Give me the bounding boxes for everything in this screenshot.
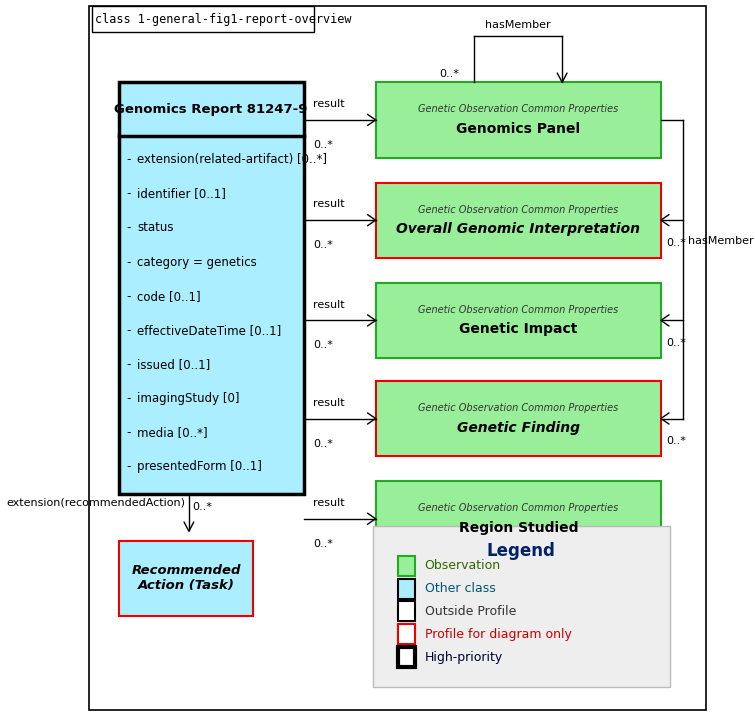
Bar <box>119 541 254 616</box>
Text: issued [0..1]: issued [0..1] <box>137 358 211 371</box>
Text: Genetic Observation Common Properties: Genetic Observation Common Properties <box>418 305 618 315</box>
Text: result: result <box>313 398 344 408</box>
Bar <box>372 526 670 687</box>
Text: identifier [0..1]: identifier [0..1] <box>137 188 226 200</box>
Text: -: - <box>126 256 131 268</box>
Text: Genomics Panel: Genomics Panel <box>456 122 581 136</box>
Bar <box>398 556 415 576</box>
Text: Outside Profile: Outside Profile <box>424 605 516 618</box>
Text: code [0..1]: code [0..1] <box>137 290 201 303</box>
Text: result: result <box>313 100 344 110</box>
Bar <box>398 647 415 667</box>
Bar <box>398 624 415 644</box>
Text: -: - <box>126 290 131 303</box>
Bar <box>398 601 415 621</box>
Text: -: - <box>126 324 131 337</box>
Bar <box>398 579 415 599</box>
Text: Genetic Observation Common Properties: Genetic Observation Common Properties <box>418 105 618 115</box>
Bar <box>376 82 661 158</box>
Bar <box>376 381 661 456</box>
Text: Recommended
Action (Task): Recommended Action (Task) <box>131 564 241 592</box>
Text: result: result <box>313 498 344 508</box>
Text: -: - <box>126 188 131 200</box>
Text: 0..*: 0..* <box>666 339 686 348</box>
Text: result: result <box>313 200 344 210</box>
Text: 0..*: 0..* <box>313 539 333 548</box>
Text: extension(related-artifact) [0..*]: extension(related-artifact) [0..*] <box>137 153 328 166</box>
Text: High-priority: High-priority <box>424 651 503 664</box>
Bar <box>376 283 661 358</box>
Text: Overall Genomic Interpretation: Overall Genomic Interpretation <box>396 222 640 236</box>
Text: Genetic Finding: Genetic Finding <box>457 420 580 435</box>
Text: Observation: Observation <box>424 559 501 572</box>
Text: effectiveDateTime [0..1]: effectiveDateTime [0..1] <box>137 324 282 337</box>
Text: Legend: Legend <box>487 542 556 560</box>
Bar <box>91 6 314 32</box>
Text: 0..*: 0..* <box>192 502 212 512</box>
Text: class 1-general-fig1-report-overview: class 1-general-fig1-report-overview <box>95 13 352 26</box>
Text: Region Studied: Region Studied <box>458 521 578 535</box>
Text: 0..*: 0..* <box>313 241 333 250</box>
Bar <box>376 183 661 258</box>
Text: extension(recommendedAction): extension(recommendedAction) <box>7 498 186 508</box>
Text: 0..*: 0..* <box>313 341 333 350</box>
Text: Profile for diagram only: Profile for diagram only <box>424 628 572 641</box>
Text: Genetic Observation Common Properties: Genetic Observation Common Properties <box>418 503 618 513</box>
Text: -: - <box>126 460 131 473</box>
Text: 0..*: 0..* <box>439 69 459 79</box>
Text: result: result <box>313 300 344 310</box>
Text: -: - <box>126 153 131 166</box>
Text: category = genetics: category = genetics <box>137 256 257 268</box>
Text: 0..*: 0..* <box>666 437 686 446</box>
Text: hasMember: hasMember <box>688 236 753 246</box>
Text: Other class: Other class <box>424 582 495 595</box>
Text: -: - <box>126 392 131 405</box>
Bar <box>376 481 661 556</box>
Text: Genetic Observation Common Properties: Genetic Observation Common Properties <box>418 403 618 413</box>
Text: 0..*: 0..* <box>666 238 686 248</box>
Text: -: - <box>126 221 131 234</box>
Text: Genetic Observation Common Properties: Genetic Observation Common Properties <box>418 205 618 215</box>
Text: -: - <box>126 358 131 371</box>
Text: 0..*: 0..* <box>313 438 333 448</box>
Text: media [0..*]: media [0..*] <box>137 426 208 439</box>
Text: presentedForm [0..1]: presentedForm [0..1] <box>137 460 262 473</box>
Text: 0..*: 0..* <box>313 140 333 150</box>
Text: imagingStudy [0]: imagingStudy [0] <box>137 392 240 405</box>
Text: Genomics Report 81247-9: Genomics Report 81247-9 <box>115 102 308 115</box>
Bar <box>119 82 304 494</box>
Text: -: - <box>126 426 131 439</box>
Text: status: status <box>137 221 174 234</box>
Text: hasMember: hasMember <box>485 20 551 30</box>
Text: Genetic Impact: Genetic Impact <box>459 322 578 337</box>
